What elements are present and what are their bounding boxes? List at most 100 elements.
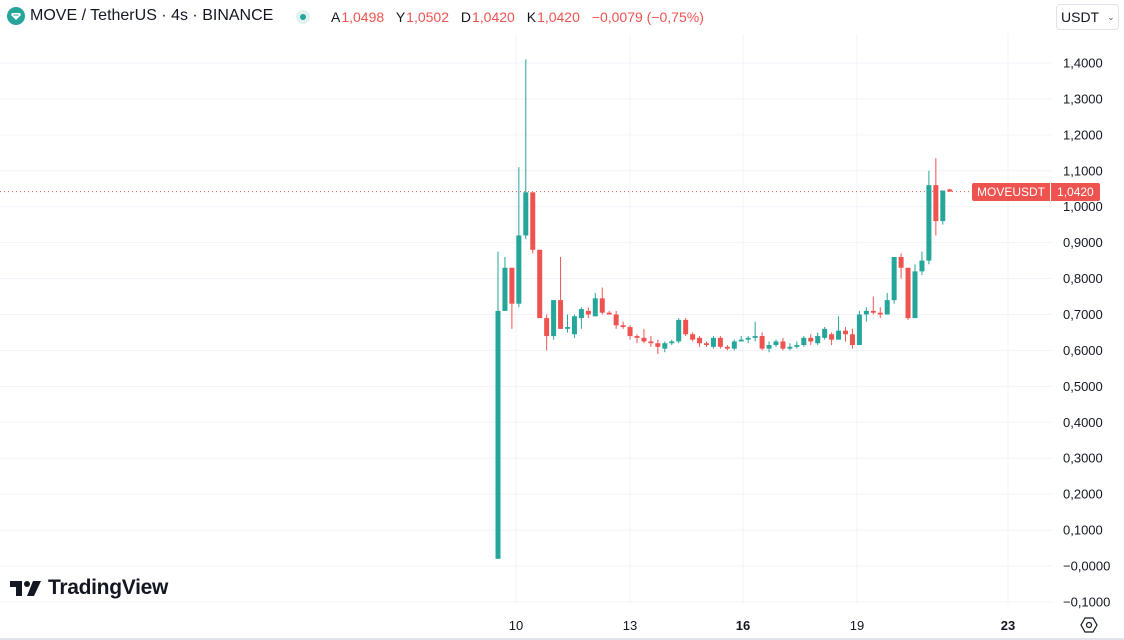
candle [815,332,821,346]
candle [544,314,550,351]
time-axis-label: 10 [509,618,523,633]
last-price-tag: MOVEUSDT 1,0420 [972,182,1100,201]
candle [752,321,758,342]
close-label: K [526,9,537,25]
candle [863,307,869,322]
candle [627,325,633,340]
candle [947,188,953,192]
candle [641,328,647,344]
candle [509,267,515,329]
candle [516,167,522,308]
candle [690,332,696,342]
candle [877,307,883,319]
price-axis-label: 0,9000 [1063,235,1103,250]
price-axis-label: 0,7000 [1063,307,1103,322]
candle [905,267,911,320]
market-status-dot-icon[interactable] [296,10,310,24]
bottom-border [0,638,1124,640]
time-axis-label: 16 [736,618,750,633]
candle [551,300,557,340]
candle [933,158,939,236]
tradingview-logo[interactable]: TradingView [10,576,168,600]
candle [537,249,543,319]
price-axis-label: 1,0000 [1063,199,1103,214]
settings-gear-icon[interactable] [1080,616,1098,634]
change-value: −0,0079 (−0,75%) [591,9,704,25]
price-tag-symbol: MOVEUSDT [972,182,1051,201]
candle [648,336,654,347]
price-axis-label: −0,1000 [1063,594,1110,609]
price-axis-label: 1,2000 [1063,127,1103,142]
low-label: D [460,9,471,25]
price-axis-label: 0,4000 [1063,415,1103,430]
candle [683,318,689,337]
candle [843,327,848,342]
candle [599,287,605,315]
tradingview-logo-icon [10,581,41,596]
price-axis-label: 0,5000 [1063,379,1103,394]
time-axis-label: 23 [1001,618,1015,633]
price-axis-label: 0,6000 [1063,343,1103,358]
candle [759,332,765,351]
candle [836,316,842,340]
symbol-title[interactable]: MOVE / TetherUS · 4s · BINANCE [30,7,274,24]
open-value: 1,0498 [341,9,385,25]
candle [849,328,855,349]
time-axis-label: 13 [623,618,637,633]
candle [773,339,779,347]
candle [745,336,751,344]
candles [495,59,953,559]
candle [919,251,925,275]
time-axis: 10 13 16 19 23 [509,618,1015,633]
open-label: A [331,9,341,25]
candle [634,334,640,344]
candle [912,264,918,319]
price-axis-label: 0,1000 [1063,523,1103,538]
price-axis-label: 1,1000 [1063,163,1103,178]
candle [717,336,723,349]
currency-select[interactable]: USDT ⌄ [1056,4,1119,30]
candle [801,336,807,347]
price-axis-label: 0,2000 [1063,487,1103,502]
candle [592,292,598,317]
price-axis-label: −0,0000 [1063,559,1110,574]
price-axis-label: 0,3000 [1063,451,1103,466]
candle [738,336,744,342]
candle [495,251,501,559]
candle [606,310,612,315]
price-axis: 1,4000 1,3000 1,2000 1,1000 1,0000 0,9000 0,80… [1063,55,1110,609]
candle [578,307,584,329]
candle [704,341,709,347]
price-axis-label: 1,4000 [1063,55,1103,70]
candle [502,257,508,311]
candle [870,296,876,315]
candle [571,314,577,338]
chevron-down-icon: ⌄ [1107,11,1115,22]
time-axis-label: 19 [850,618,864,633]
price-axis-label: 0,8000 [1063,271,1103,286]
candle [565,314,570,333]
price-tag-value: 1,0420 [1051,182,1100,201]
candle [856,310,862,346]
candle [669,339,675,346]
candle [676,318,682,344]
candle [655,339,661,355]
candle [940,190,946,225]
candle [662,341,668,353]
candle [766,341,772,353]
high-label: Y [395,9,406,25]
candle [697,336,703,347]
candle [829,332,835,346]
price-axis-label: 1,3000 [1063,91,1103,106]
candle [523,59,529,240]
move-token-icon [7,7,25,25]
candle [710,336,716,349]
candle [808,334,814,346]
high-value: 1,0502 [406,9,449,25]
candle [585,307,591,319]
candle [731,339,737,351]
candle [787,343,793,351]
candle [822,327,828,340]
close-value: 1,0420 [537,9,580,25]
